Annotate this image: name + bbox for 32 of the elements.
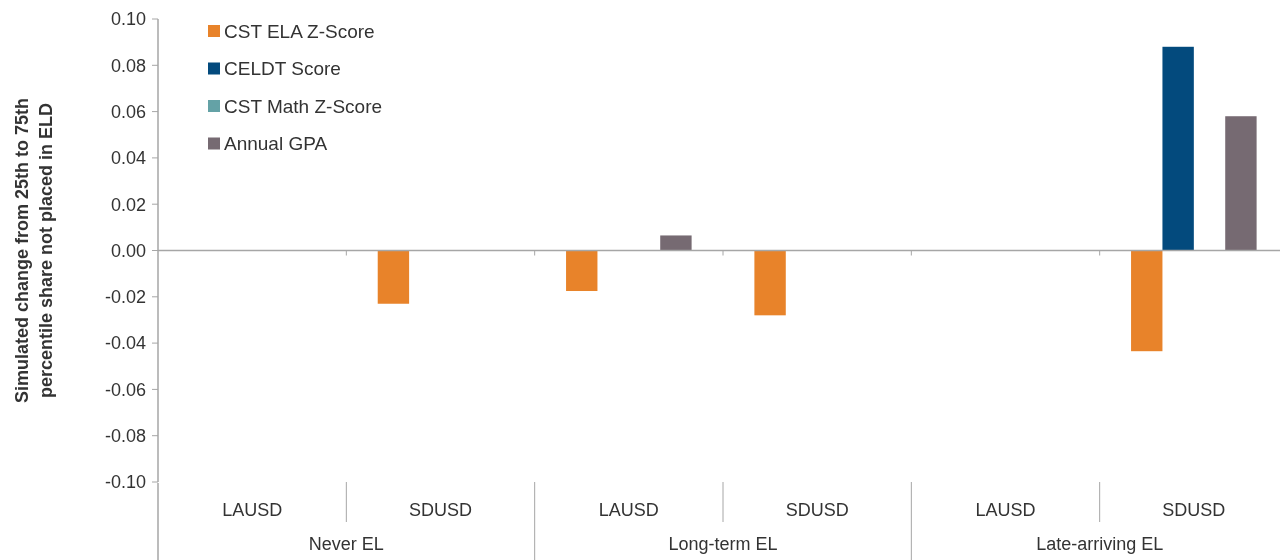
- y-tick-label: -0.08: [104, 426, 146, 446]
- y-tick-label: 0.04: [110, 148, 146, 169]
- legend-label: CST Math Z-Score: [224, 95, 383, 117]
- text: Late-arriving EL: [1036, 534, 1164, 554]
- bar: [377, 250, 410, 304]
- y-tick-label: 0.10: [110, 9, 146, 30]
- y-tick-label: -0.02: [104, 287, 146, 308]
- x-tick-label: LAUSD: [598, 500, 659, 520]
- bar: [566, 250, 598, 292]
- bar: [1162, 46, 1194, 251]
- text: Never EL: [308, 534, 384, 554]
- x-tick-label: SDUSD: [1162, 500, 1226, 520]
- bar: [754, 250, 786, 316]
- legend-label: CELDT Score: [224, 58, 341, 80]
- x-tick-label: LAUSD: [222, 500, 283, 520]
- x-tick-label: SDUSD: [408, 500, 473, 520]
- y-tick-label: 0.02: [110, 194, 146, 215]
- text: Long-term EL: [668, 534, 778, 554]
- legend-label: CST ELA Z-Score: [224, 20, 375, 42]
- y-tick-label: 0.08: [110, 55, 146, 76]
- bar: [1225, 116, 1257, 251]
- y-axis-title: Simulated change from 25th to 75th percentile share not placed in ELD: [12, 97, 56, 404]
- bar: [660, 235, 692, 251]
- legend-label: Annual GPA: [224, 133, 328, 155]
- y-tick-label: 0.06: [110, 101, 146, 122]
- x-tick-label: LAUSD: [975, 500, 1036, 520]
- x-tick-label: SDUSD: [785, 500, 849, 520]
- bar: [1131, 250, 1163, 352]
- y-tick-label: -0.04: [104, 333, 146, 354]
- y-tick-label: -0.10: [104, 472, 146, 493]
- y-tick-label: -0.06: [104, 379, 146, 400]
- y-tick-label: 0.00: [110, 240, 146, 261]
